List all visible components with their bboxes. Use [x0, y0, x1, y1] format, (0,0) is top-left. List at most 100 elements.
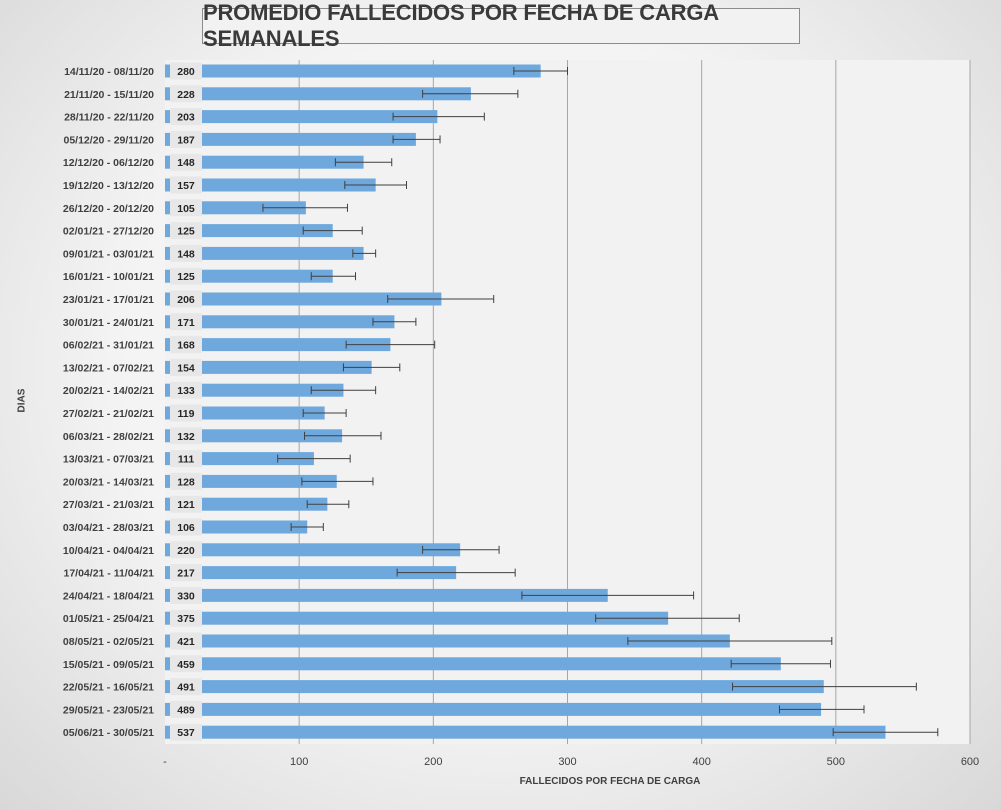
data-label: 128	[177, 476, 195, 488]
category-label: 03/04/21 - 28/03/21	[63, 522, 154, 534]
category-label: 06/03/21 - 28/02/21	[63, 431, 154, 443]
x-tick-label: 600	[961, 756, 979, 768]
data-label: 148	[177, 157, 195, 169]
data-label-box	[170, 62, 202, 80]
data-label-box	[170, 586, 202, 604]
data-label: 157	[177, 180, 195, 192]
data-label: 206	[177, 294, 195, 306]
data-label: 187	[177, 134, 195, 146]
data-label-box	[170, 495, 202, 513]
category-label: 29/05/21 - 23/05/21	[63, 704, 154, 716]
bar	[165, 634, 730, 648]
data-label-box	[170, 199, 202, 217]
data-label-box	[170, 678, 202, 696]
bar	[165, 269, 333, 283]
bar	[165, 680, 824, 694]
bar	[165, 64, 541, 78]
bar	[165, 383, 344, 397]
data-label: 119	[178, 408, 195, 420]
data-label: 375	[177, 613, 195, 625]
bar	[165, 338, 391, 352]
data-label: 228	[177, 89, 195, 101]
data-label-box	[170, 404, 202, 422]
bar	[165, 657, 781, 671]
category-label: 16/01/21 - 10/01/21	[63, 271, 154, 283]
category-label: 15/05/21 - 09/05/21	[63, 659, 154, 671]
x-tick-label: 200	[424, 756, 442, 768]
data-label-box	[170, 85, 202, 103]
x-tick-label: 300	[558, 756, 576, 768]
category-label: 20/02/21 - 14/02/21	[63, 385, 154, 397]
category-label: 13/03/21 - 07/03/21	[63, 454, 154, 466]
data-label-box	[170, 358, 202, 376]
category-label: 05/06/21 - 30/05/21	[63, 727, 154, 739]
category-label: 05/12/20 - 29/11/20	[64, 134, 155, 146]
category-label: 23/01/21 - 17/01/21	[63, 294, 154, 306]
data-label-box	[170, 450, 202, 468]
data-label-box	[170, 609, 202, 627]
data-label: 489	[177, 704, 195, 716]
data-label: 106	[177, 522, 195, 534]
data-label: 459	[177, 659, 195, 671]
category-label: 20/03/21 - 14/03/21	[63, 476, 154, 488]
category-label: 08/05/21 - 02/05/21	[63, 636, 154, 648]
x-tick-label: -	[163, 756, 167, 768]
data-label: 133	[177, 385, 195, 397]
bar	[165, 246, 364, 260]
bar	[165, 429, 343, 443]
bar	[165, 588, 608, 602]
data-label: 121	[177, 499, 195, 511]
bar	[165, 87, 471, 101]
data-label: 220	[177, 545, 195, 557]
category-label: 13/02/21 - 07/02/21	[63, 362, 154, 374]
category-label: 28/11/20 - 22/11/20	[64, 112, 154, 124]
data-label-box	[170, 222, 202, 240]
bar	[165, 497, 328, 511]
bar	[165, 110, 438, 124]
data-label: 125	[177, 271, 195, 283]
bar	[165, 315, 395, 329]
data-label-box	[170, 541, 202, 559]
category-label: 27/03/21 - 21/03/21	[63, 499, 154, 511]
data-label: 168	[177, 340, 195, 352]
category-label: 06/02/21 - 31/01/21	[63, 340, 154, 352]
x-tick-label: 500	[827, 756, 845, 768]
data-label-box	[170, 700, 202, 718]
x-tick-label: 400	[692, 756, 710, 768]
category-label: 21/11/20 - 15/11/20	[64, 89, 154, 101]
data-label-box	[170, 336, 202, 354]
bar	[165, 702, 822, 716]
bar	[165, 474, 337, 488]
data-label-box	[170, 427, 202, 445]
x-axis-label: FALLECIDOS POR FECHA DE CARGA	[519, 776, 701, 787]
bar	[165, 155, 364, 169]
data-label-box	[170, 153, 202, 171]
bar	[165, 360, 372, 374]
data-label: 125	[177, 226, 195, 238]
category-label: 19/12/20 - 13/12/20	[63, 180, 154, 192]
bar	[165, 725, 886, 739]
category-label: 30/01/21 - 24/01/21	[63, 317, 154, 329]
data-label: 421	[177, 636, 195, 648]
category-label: 27/02/21 - 21/02/21	[63, 408, 154, 420]
data-label: 111	[178, 454, 195, 466]
data-label-box	[170, 518, 202, 536]
data-label-box	[170, 108, 202, 126]
data-label: 203	[177, 112, 195, 124]
category-label: 01/05/21 - 25/04/21	[63, 613, 154, 625]
bar	[165, 406, 325, 420]
data-label-box	[170, 655, 202, 673]
bar	[165, 132, 416, 146]
x-tick-label: 100	[290, 756, 308, 768]
bar	[165, 452, 314, 466]
data-label-box	[170, 244, 202, 262]
data-label: 148	[177, 248, 195, 260]
data-label: 105	[177, 203, 195, 215]
bar	[165, 224, 333, 238]
data-label-box	[170, 130, 202, 148]
data-label-box	[170, 267, 202, 285]
category-label: 02/01/21 - 27/12/20	[63, 226, 154, 238]
category-label: 26/12/20 - 20/12/20	[63, 203, 154, 215]
data-label: 154	[177, 362, 195, 374]
